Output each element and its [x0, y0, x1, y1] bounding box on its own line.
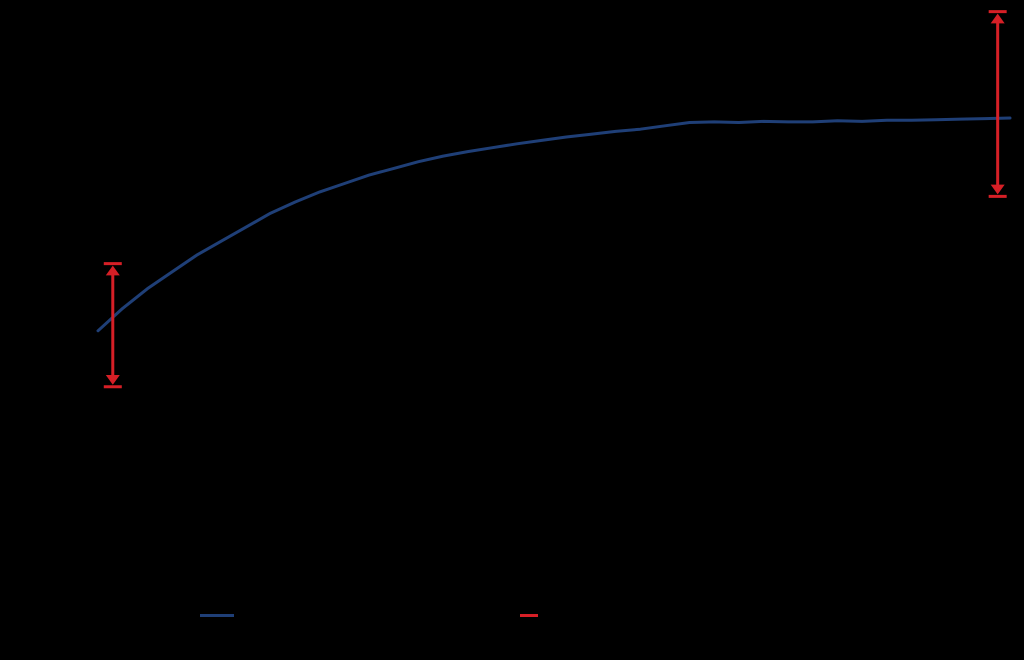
legend-swatch-dash: [520, 614, 538, 617]
chart-canvas: [0, 0, 1024, 660]
legend: [200, 614, 244, 617]
legend-item-2: [520, 614, 548, 617]
line-chart: [0, 0, 1024, 660]
legend-swatch-line: [200, 614, 234, 617]
legend-item-1: [200, 614, 244, 617]
